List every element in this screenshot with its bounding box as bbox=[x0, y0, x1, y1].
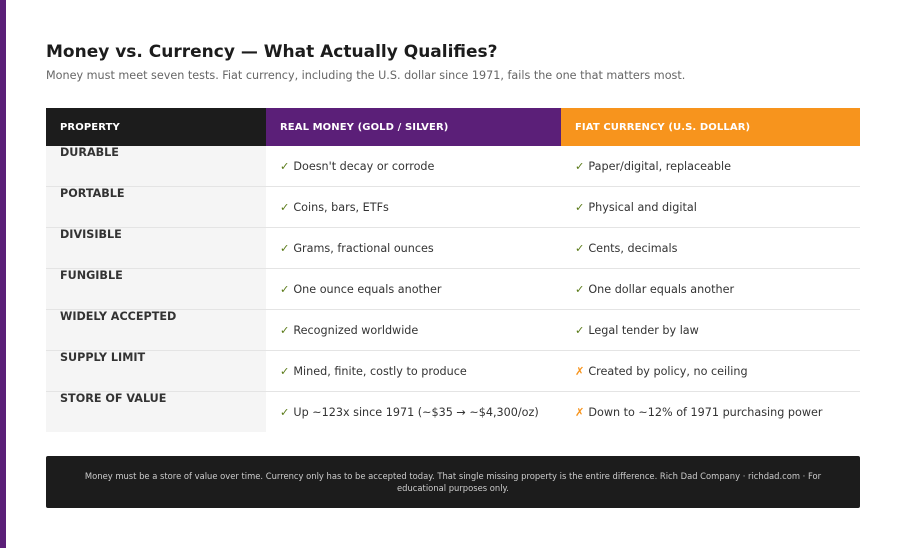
real-money-cell-text: Doesn't decay or corrode bbox=[293, 159, 435, 173]
real-money-cell: ✓ Grams, fractional ounces bbox=[266, 227, 561, 269]
left-accent-bar bbox=[0, 0, 6, 548]
table-row: WIDELY ACCEPTED ✓ Recognized worldwide ✓ Leg… bbox=[46, 309, 860, 351]
fiat-currency-cell-text: Cents, decimals bbox=[588, 241, 678, 255]
fiat-currency-cell: ✓ One dollar equals another bbox=[561, 268, 860, 310]
page-content: Money vs. Currency — What Actually Quali… bbox=[46, 42, 860, 508]
fiat-currency-cell-text: Created by policy, no ceiling bbox=[588, 364, 748, 378]
real-money-cell: ✓ Coins, bars, ETFs bbox=[266, 186, 561, 228]
table-row: PORTABLE ✓ Coins, bars, ETFs ✓ Physical and … bbox=[46, 186, 860, 228]
real-money-cell-text: Coins, bars, ETFs bbox=[293, 200, 389, 214]
check-icon: ✓ bbox=[575, 200, 585, 214]
real-money-cell-text: One ounce equals another bbox=[293, 282, 442, 296]
table-row: DURABLE ✓ Doesn't decay or corrode ✓ Paper/d… bbox=[46, 146, 860, 187]
fiat-currency-cell-text: Legal tender by law bbox=[588, 323, 699, 337]
table-row: SUPPLY LIMIT ✓ Mined, finite, costly to pr… bbox=[46, 350, 860, 392]
real-money-cell-text: Grams, fractional ounces bbox=[293, 241, 434, 255]
property-cell: PORTABLE bbox=[46, 186, 266, 228]
check-icon: ✓ bbox=[575, 159, 585, 173]
check-icon: ✓ bbox=[575, 282, 585, 296]
table-body: DURABLE ✓ Doesn't decay or corrode ✓ Paper/d… bbox=[46, 146, 860, 432]
real-money-cell-text: Mined, finite, costly to produce bbox=[293, 364, 467, 378]
fiat-currency-cell-text: Physical and digital bbox=[588, 200, 697, 214]
fiat-currency-cell-text: Paper/digital, replaceable bbox=[588, 159, 731, 173]
page-subtitle: Money must meet seven tests. Fiat curren… bbox=[46, 69, 686, 82]
real-money-cell-text: Up ~123x since 1971 (~$35 → ~$4,300/oz) bbox=[293, 405, 539, 419]
cross-icon: ✗ bbox=[575, 405, 585, 419]
column-header-real-money: REAL MONEY (GOLD / SILVER) bbox=[266, 108, 561, 146]
property-cell: SUPPLY LIMIT bbox=[46, 350, 266, 392]
property-cell: FUNGIBLE bbox=[46, 268, 266, 310]
check-icon: ✓ bbox=[575, 323, 585, 337]
check-icon: ✓ bbox=[280, 364, 290, 378]
check-icon: ✓ bbox=[575, 241, 585, 255]
check-icon: ✓ bbox=[280, 405, 290, 419]
table-header-row: PROPERTY REAL MONEY (GOLD / SILVER) FIAT… bbox=[46, 108, 860, 146]
comparison-table: PROPERTY REAL MONEY (GOLD / SILVER) FIAT… bbox=[46, 108, 860, 432]
fiat-currency-cell: ✗ Down to ~12% of 1971 purchasing power bbox=[561, 392, 860, 433]
column-header-fiat-currency: FIAT CURRENCY (U.S. DOLLAR) bbox=[561, 108, 860, 146]
check-icon: ✓ bbox=[280, 282, 290, 296]
real-money-cell-text: Recognized worldwide bbox=[293, 323, 419, 337]
real-money-cell: ✓ Mined, finite, costly to produce bbox=[266, 350, 561, 392]
cross-icon: ✗ bbox=[575, 364, 585, 378]
check-icon: ✓ bbox=[280, 241, 290, 255]
real-money-cell: ✓ Up ~123x since 1971 (~$35 → ~$4,300/oz) bbox=[266, 392, 561, 433]
table-row: STORE OF VALUE ✓ Up ~123x since 1971 (~$35… bbox=[46, 391, 860, 433]
check-icon: ✓ bbox=[280, 200, 290, 214]
footer-note: Money must be a store of value over time… bbox=[46, 456, 860, 508]
table-row: FUNGIBLE ✓ One ounce equals another ✓ One do… bbox=[46, 268, 860, 310]
property-cell: DURABLE bbox=[46, 146, 266, 187]
fiat-currency-cell: ✓ Cents, decimals bbox=[561, 227, 860, 269]
property-cell: STORE OF VALUE bbox=[46, 391, 266, 432]
fiat-currency-cell: ✓ Legal tender by law bbox=[561, 309, 860, 351]
table-row: DIVISIBLE ✓ Grams, fractional ounces ✓ Cents… bbox=[46, 227, 860, 269]
fiat-currency-cell-text: Down to ~12% of 1971 purchasing power bbox=[588, 405, 823, 419]
page-title: Money vs. Currency — What Actually Quali… bbox=[46, 42, 498, 62]
fiat-currency-cell: ✓ Physical and digital bbox=[561, 186, 860, 228]
fiat-currency-cell: ✗ Created by policy, no ceiling bbox=[561, 350, 860, 392]
fiat-currency-cell-text: One dollar equals another bbox=[588, 282, 735, 296]
check-icon: ✓ bbox=[280, 323, 290, 337]
column-header-property: PROPERTY bbox=[46, 108, 266, 146]
real-money-cell: ✓ Recognized worldwide bbox=[266, 309, 561, 351]
property-cell: WIDELY ACCEPTED bbox=[46, 309, 266, 351]
property-cell: DIVISIBLE bbox=[46, 227, 266, 269]
real-money-cell: ✓ One ounce equals another bbox=[266, 268, 561, 310]
check-icon: ✓ bbox=[280, 159, 290, 173]
real-money-cell: ✓ Doesn't decay or corrode bbox=[266, 146, 561, 187]
fiat-currency-cell: ✓ Paper/digital, replaceable bbox=[561, 146, 860, 187]
